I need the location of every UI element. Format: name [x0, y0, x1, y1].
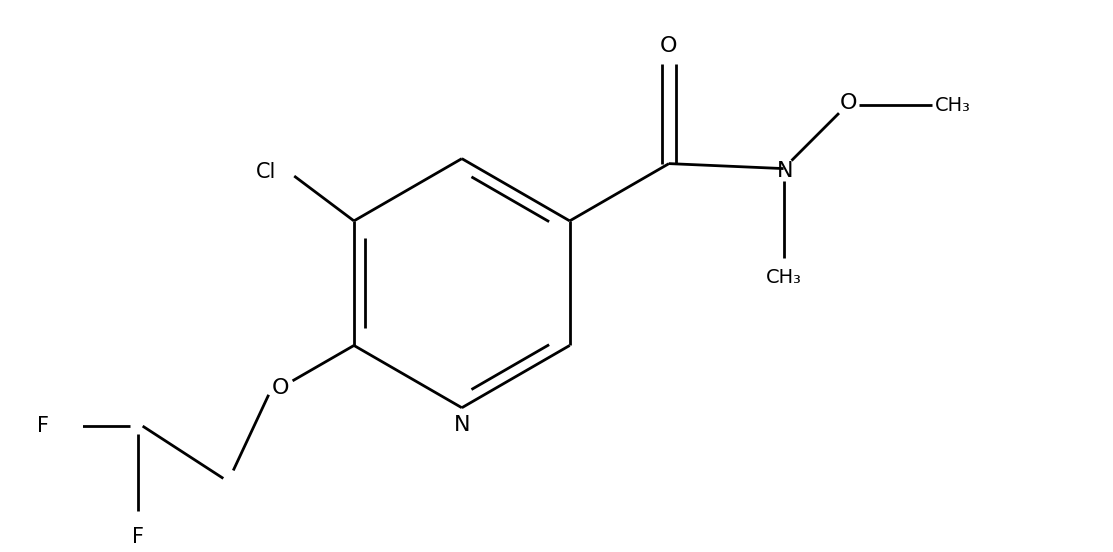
Text: CH₃: CH₃	[935, 95, 971, 115]
Text: N: N	[777, 161, 794, 181]
Text: Cl: Cl	[256, 162, 276, 182]
Text: F: F	[37, 416, 49, 436]
Text: CH₃: CH₃	[766, 268, 801, 287]
Text: O: O	[660, 36, 678, 56]
Text: F: F	[131, 527, 144, 546]
Text: O: O	[272, 378, 289, 398]
Text: O: O	[840, 93, 858, 113]
Text: N: N	[454, 415, 470, 435]
